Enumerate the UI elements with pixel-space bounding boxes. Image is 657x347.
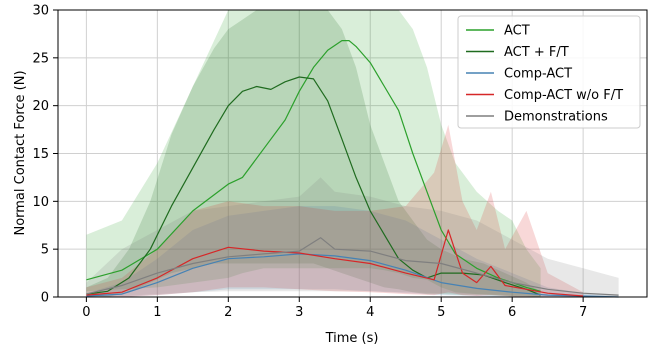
- x-axis-ticks: 0 1 2 3 4 5 6 7: [82, 297, 587, 320]
- act-f-t-band: [86, 10, 541, 297]
- comp-act-band: [86, 206, 619, 297]
- x-tick-label: 7: [579, 305, 587, 320]
- act-band: [86, 10, 541, 297]
- y-tick-label: 10: [32, 195, 49, 210]
- x-tick-label: 4: [366, 305, 374, 320]
- x-axis-label: Time (s): [325, 331, 379, 346]
- y-axis-ticks: 0 5 10 15 20 25 30: [32, 4, 58, 306]
- y-tick-label: 30: [32, 4, 49, 19]
- act-line: [86, 39, 541, 292]
- y-tick-label: 15: [32, 147, 49, 162]
- x-tick-label: 5: [437, 305, 445, 320]
- y-tick-label: 25: [32, 51, 49, 66]
- legend-label-act-f-t: ACT + F/T: [504, 45, 569, 60]
- y-tick-label: 0: [41, 291, 49, 306]
- demonstrations-line: [86, 237, 619, 296]
- x-tick-label: 3: [295, 305, 303, 320]
- legend-label-comp-act: Comp-ACT: [504, 67, 572, 82]
- legend-label-demonstrations: Demonstrations: [504, 110, 608, 125]
- comp-act-line: [86, 253, 619, 298]
- y-tick-label: 20: [32, 99, 49, 114]
- x-tick-label: 6: [508, 305, 516, 320]
- legend-label-comp-act-w-o-f-t: Comp-ACT w/o F/T: [504, 88, 623, 103]
- comp-act-w-o-f-t-band: [86, 124, 584, 297]
- y-axis-label: Normal Contact Force (N): [13, 70, 28, 235]
- x-tick-label: 1: [153, 305, 161, 320]
- confidence-bands: [86, 10, 619, 297]
- x-tick-label: 2: [224, 305, 232, 320]
- y-tick-label: 5: [41, 243, 49, 258]
- legend-box: [457, 15, 641, 129]
- x-tick-label: 0: [82, 305, 90, 320]
- comp-act-w-o-f-t-line: [86, 229, 584, 297]
- legend-label-act: ACT: [504, 24, 530, 39]
- act-f-t-line: [86, 76, 541, 296]
- series-lines: [86, 39, 619, 298]
- legend: ACT ACT + F/T Comp-ACT Comp-ACT w/o F/T Demo…: [457, 15, 641, 129]
- demonstrations-band: [86, 177, 619, 297]
